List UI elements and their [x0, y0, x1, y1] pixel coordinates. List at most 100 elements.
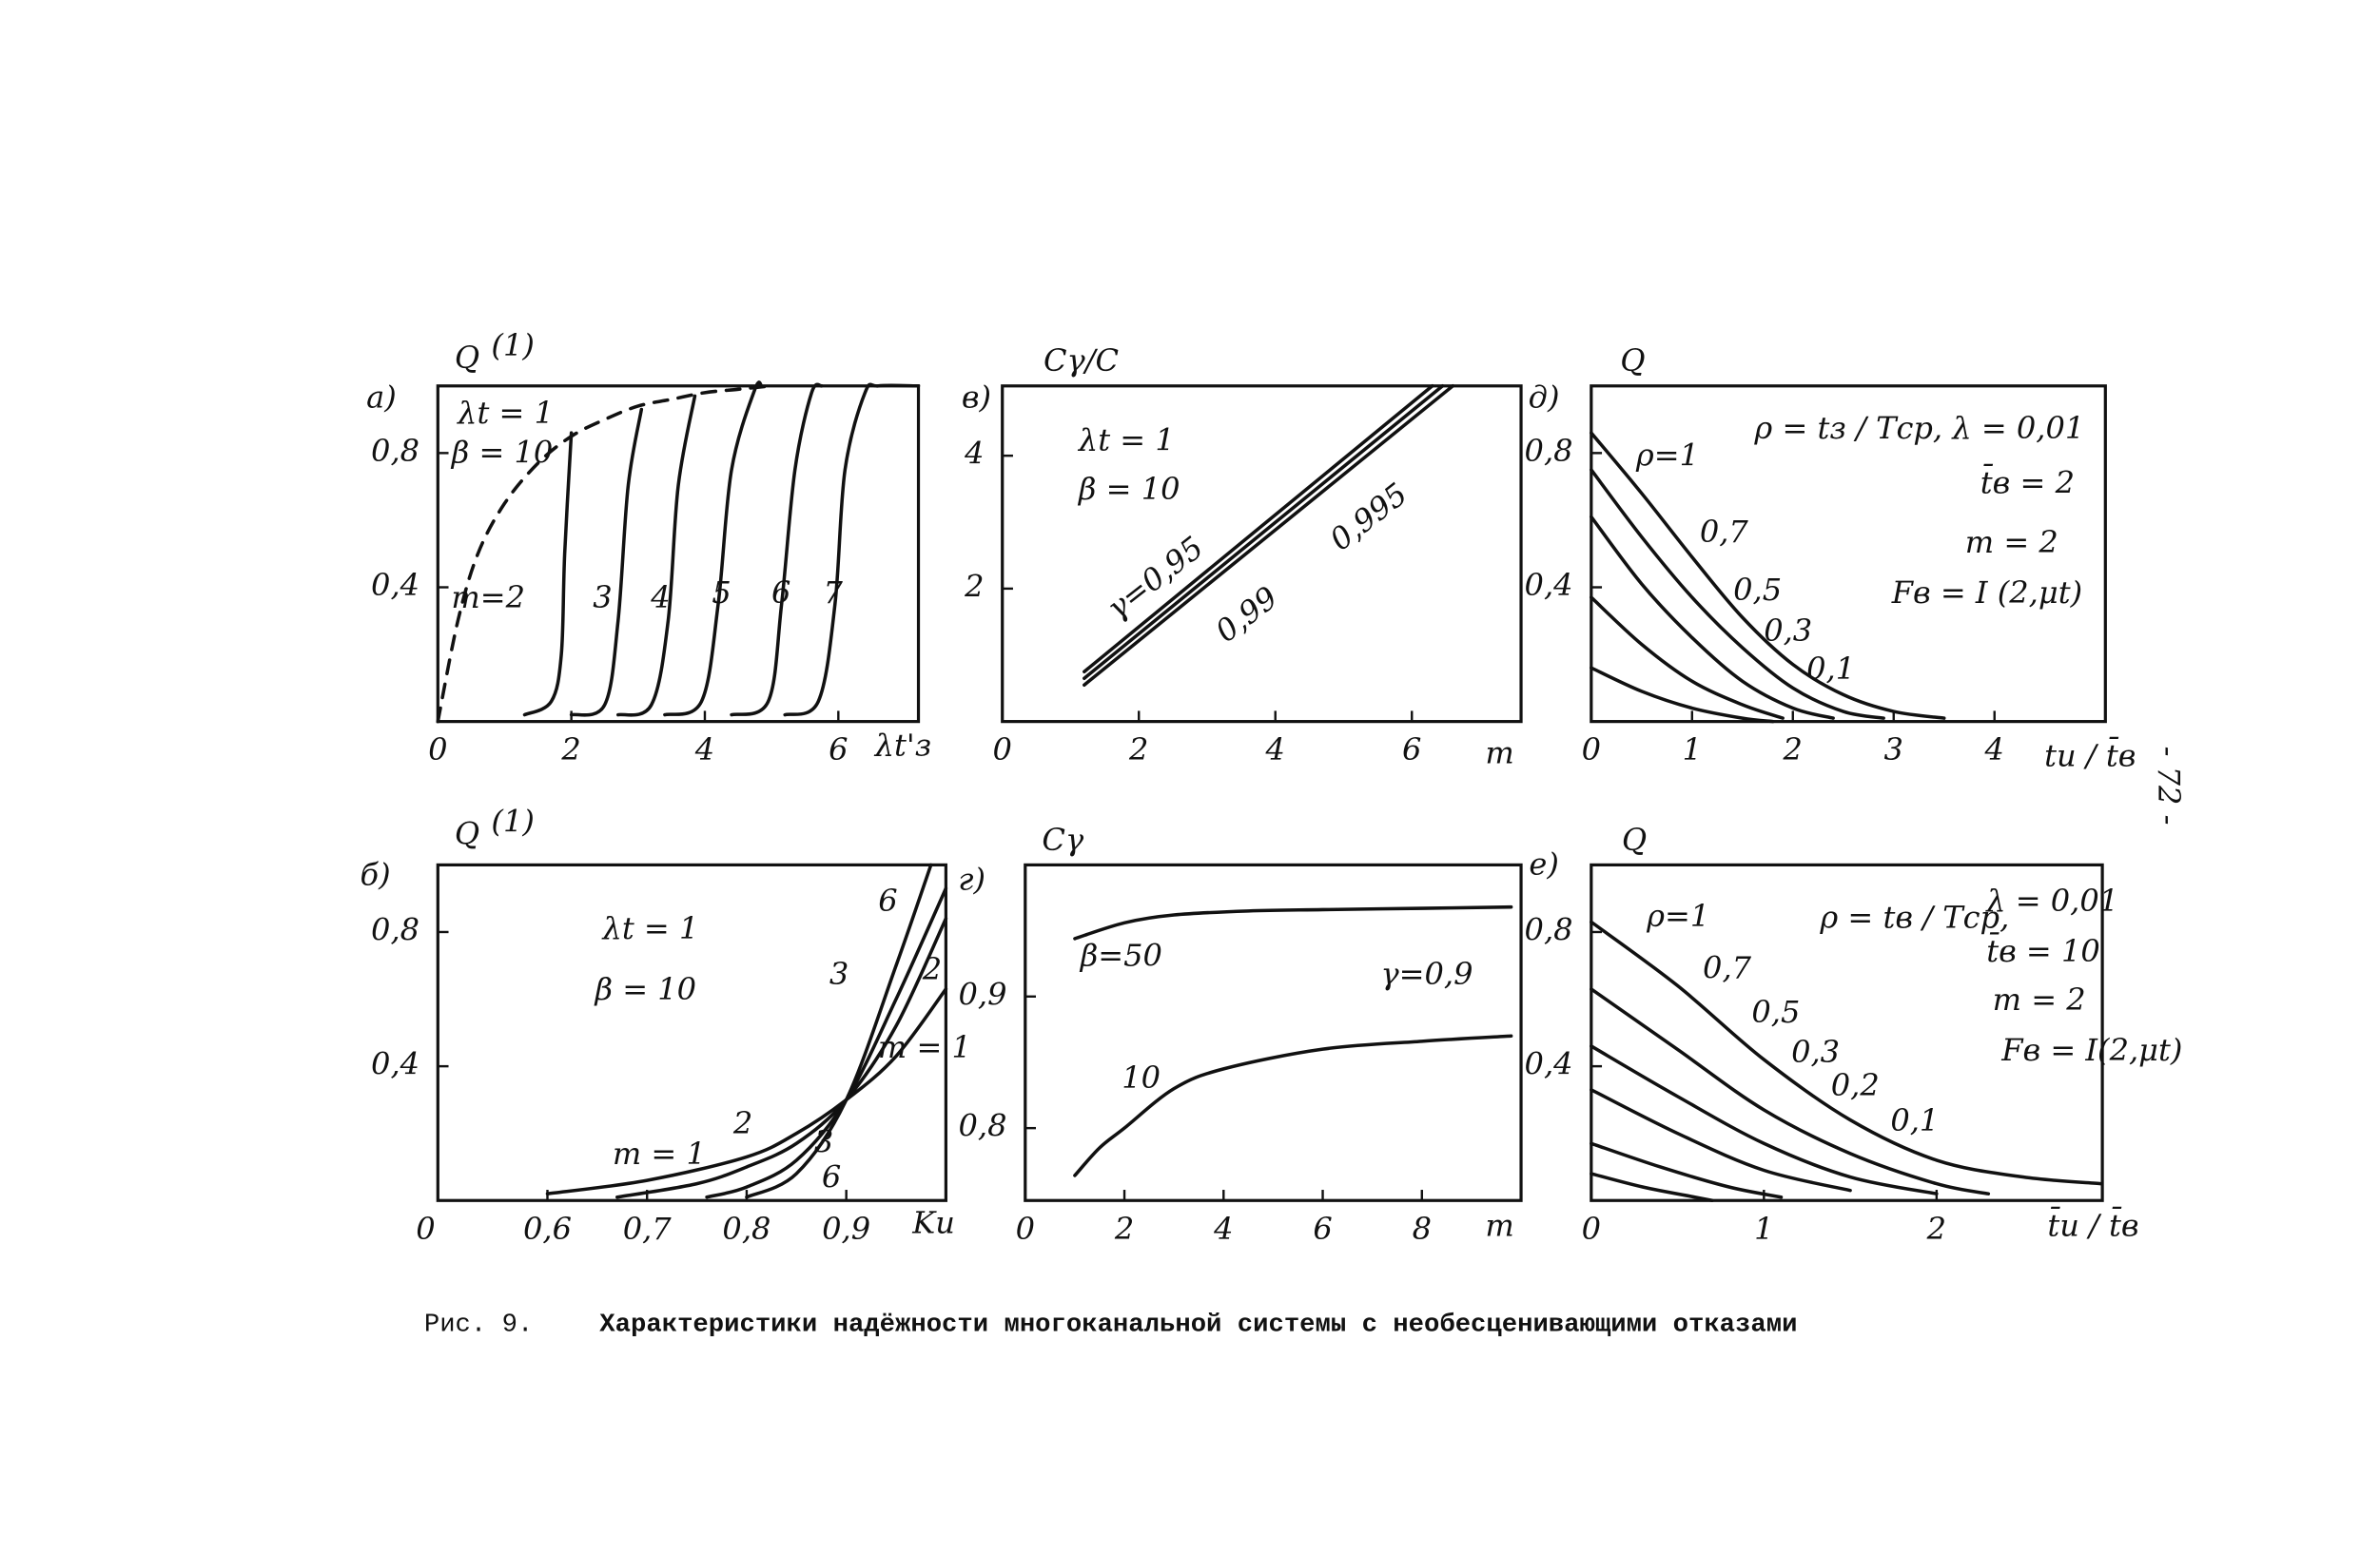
curve	[1590, 666, 1775, 724]
origin-label: 0	[416, 1211, 435, 1247]
y-tick-label: 4	[964, 436, 984, 472]
panel-label: а)	[366, 379, 397, 416]
plot-frame	[1590, 863, 2104, 1202]
x-tick-label: 0,6	[523, 1211, 572, 1247]
curve	[1083, 384, 1455, 687]
curve-label: m = 1	[613, 1136, 706, 1172]
annotation: ρ = tз / Tср, λ = 0,01	[1753, 410, 2084, 446]
y-tick-label: 0,4	[1525, 1046, 1573, 1082]
annotation: λt = 1	[1077, 422, 1175, 458]
curve-label: 2	[922, 951, 942, 987]
x-tick-label: 4	[1984, 731, 2004, 768]
annotation: ρ = tв / Tср,	[1819, 900, 2009, 936]
curve	[745, 863, 933, 1199]
curve-label: 0,995	[1323, 476, 1414, 557]
plot-frame	[1024, 863, 1523, 1202]
curve	[663, 380, 764, 717]
x-tick-label: 0,9	[822, 1211, 870, 1247]
x-axis-label: t̄и / t̄в	[2047, 1207, 2138, 1244]
annotation: λ = 0,01	[1984, 883, 2118, 919]
x-tick-label: 0	[1582, 731, 1601, 768]
curve	[1590, 1088, 1852, 1193]
y-axis-label: Q	[1622, 822, 1647, 858]
curve-label: m = 1	[878, 1029, 971, 1065]
annotation: λt = 1	[456, 395, 554, 431]
x-tick-label: 1	[1683, 731, 1702, 768]
panel-label: г)	[958, 862, 985, 898]
y-tick-label: 0,8	[1525, 911, 1573, 947]
x-tick-label: 4	[694, 731, 714, 768]
annotation: t̄в = 10	[1986, 932, 2100, 969]
curve-label: 0,5	[1751, 994, 1800, 1030]
curve-label: β=50	[1080, 938, 1162, 974]
curve	[569, 407, 644, 717]
x-tick-label: 2	[1114, 1211, 1134, 1247]
curve	[1073, 904, 1513, 941]
plot-frame	[436, 384, 921, 724]
curve	[1083, 384, 1445, 680]
x-axis-label: λt'з	[873, 727, 932, 763]
y-tick-label: 0,8	[371, 911, 419, 947]
plot-frame	[1590, 384, 2107, 724]
y-axis-label: Cγ	[1042, 822, 1084, 858]
x-tick-label: 0,7	[623, 1211, 673, 1247]
panel-label: е)	[1529, 846, 1558, 883]
panel-label: б)	[360, 857, 390, 893]
curve-label: 2	[732, 1105, 752, 1141]
curve	[1590, 1172, 1714, 1203]
x-axis-label: tи / t̄в	[2044, 737, 2136, 774]
y-axis-label: Q	[455, 815, 479, 851]
x-axis-label: m	[1485, 1208, 1513, 1244]
x-tick-label: 1	[1754, 1211, 1773, 1247]
curve-label: 0,7	[1700, 514, 1749, 550]
x-tick-label: 0	[428, 731, 447, 768]
curve-label: 3	[593, 579, 612, 615]
curve	[1590, 987, 1991, 1195]
x-tick-label: 2	[1926, 1211, 1946, 1247]
curve-label: 6	[878, 883, 897, 919]
curve-label: 5	[712, 574, 731, 611]
y-tick-label: 0,8	[959, 1108, 1007, 1144]
x-tick-label: 2	[560, 731, 580, 768]
curve-label: 0,1	[1890, 1102, 1939, 1138]
y-axis-label-note: (1)	[491, 804, 534, 840]
y-tick-label: 0,4	[371, 1046, 419, 1082]
curve	[1083, 384, 1434, 673]
annotation: β = 10	[451, 434, 554, 470]
annotation: m = 2	[1993, 982, 2086, 1018]
x-tick-label: 6	[1402, 731, 1421, 768]
x-tick-label: 8	[1413, 1211, 1432, 1247]
plot-frame	[436, 863, 947, 1202]
curve-label: 0,2	[1831, 1067, 1880, 1103]
x-tick-label: 4	[1265, 731, 1285, 768]
y-tick-label: 0,8	[371, 433, 419, 469]
annotation: Fв = I(2,μt)	[2000, 1032, 2182, 1068]
x-tick-label: 0	[1016, 1211, 1035, 1247]
x-tick-label: 6	[829, 731, 848, 768]
x-tick-label: 0	[993, 731, 1012, 768]
curve	[1590, 431, 1946, 720]
curve	[615, 917, 948, 1199]
curve-label: 6	[771, 574, 790, 611]
curve-label: 0,5	[1733, 572, 1782, 608]
y-axis-label-note: (1)	[491, 327, 534, 363]
annotation: m = 2	[1965, 524, 2058, 560]
x-tick-label: 3	[1884, 731, 1903, 768]
y-tick-label: 2	[964, 568, 984, 604]
x-tick-label: 2	[1783, 731, 1803, 768]
curve	[1590, 1141, 1784, 1199]
y-tick-label: 0,4	[371, 567, 419, 603]
curve-label: 0,3	[1764, 612, 1812, 649]
y-axis-label: Q	[1620, 342, 1645, 379]
curve-label: 10	[1122, 1059, 1161, 1096]
x-tick-label: 4	[1213, 1211, 1233, 1247]
curve	[1590, 515, 1835, 720]
curve	[522, 431, 574, 717]
y-axis-label: Cγ/C	[1044, 342, 1119, 379]
curve-label: 7	[823, 574, 843, 611]
x-tick-label: 2	[1128, 731, 1148, 768]
panel-label: в)	[962, 379, 991, 416]
curve-label: ρ=1	[1635, 437, 1699, 474]
